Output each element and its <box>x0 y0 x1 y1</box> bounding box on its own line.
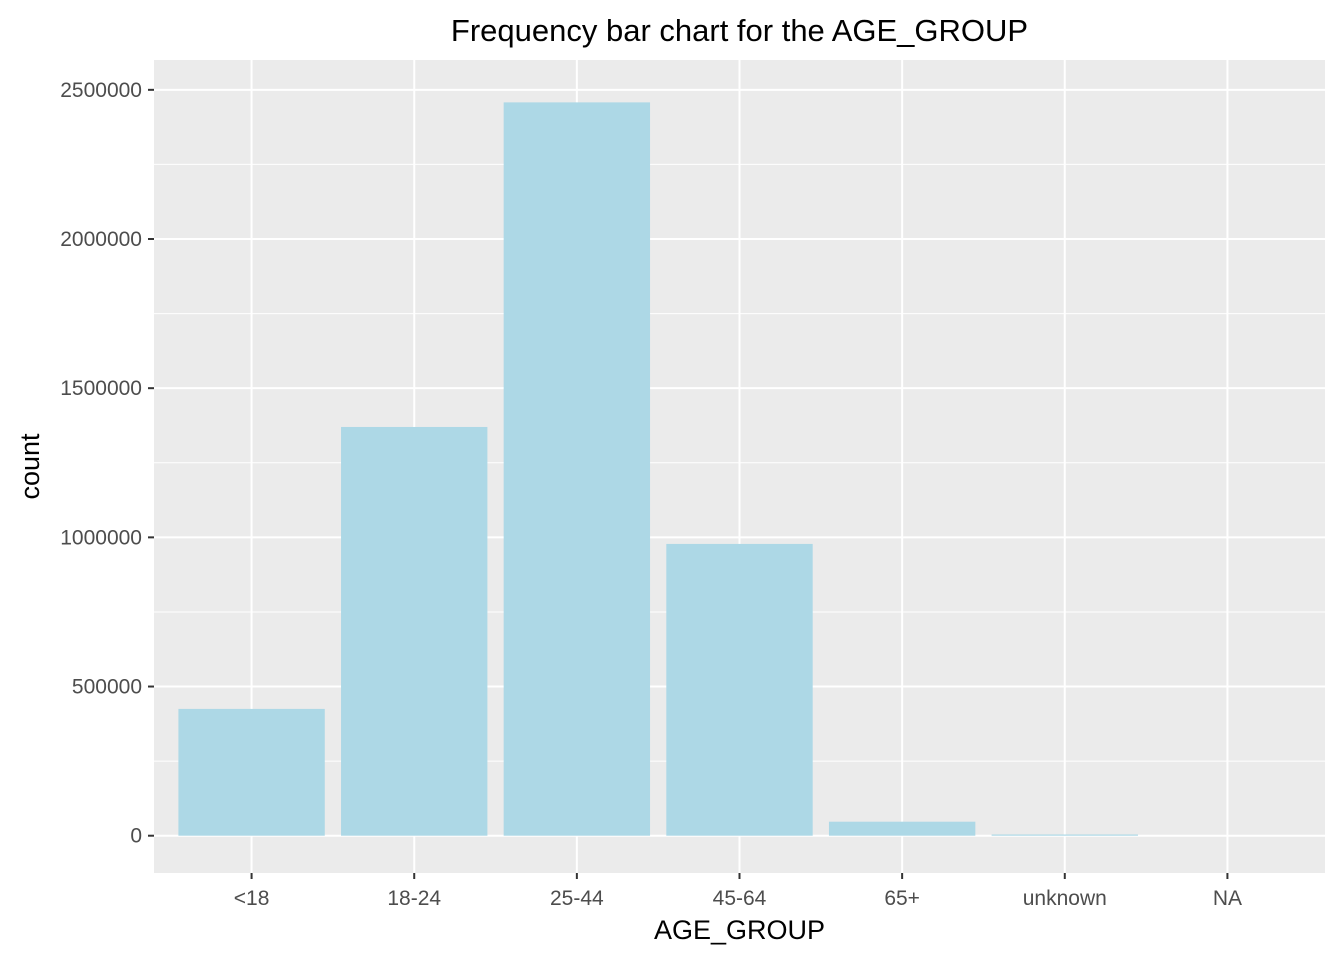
x-axis-title: AGE_GROUP <box>654 915 825 945</box>
y-tick-label: 2000000 <box>60 228 142 251</box>
x-tick-label: 65+ <box>884 887 920 910</box>
y-axis-title: count <box>15 433 45 500</box>
x-tick-label: 45-64 <box>713 887 767 910</box>
y-tick-label: 500000 <box>72 676 142 699</box>
x-tick-label: <18 <box>234 887 270 910</box>
y-axis: 0 500000 1000000 1500000 2000000 2500000 <box>60 79 154 848</box>
bars <box>178 102 1138 836</box>
y-tick-label: 0 <box>130 825 142 848</box>
bar <box>178 708 325 836</box>
bar <box>503 102 651 836</box>
y-tick-label: 1000000 <box>60 526 142 549</box>
x-axis: <18 18-24 25-44 45-64 65+ unknown NA <box>234 873 1242 910</box>
bar <box>666 543 813 836</box>
bar <box>991 834 1138 836</box>
bar <box>828 821 976 836</box>
y-tick-label: 1500000 <box>60 377 142 400</box>
x-tick-label: 18-24 <box>387 887 441 910</box>
x-tick-label: unknown <box>1023 887 1107 910</box>
x-tick-label: 25-44 <box>550 887 604 910</box>
y-tick-label: 2500000 <box>60 79 142 102</box>
x-tick-label: NA <box>1213 887 1242 910</box>
chart-title: Frequency bar chart for the AGE_GROUP <box>451 13 1028 48</box>
bar <box>341 426 488 836</box>
